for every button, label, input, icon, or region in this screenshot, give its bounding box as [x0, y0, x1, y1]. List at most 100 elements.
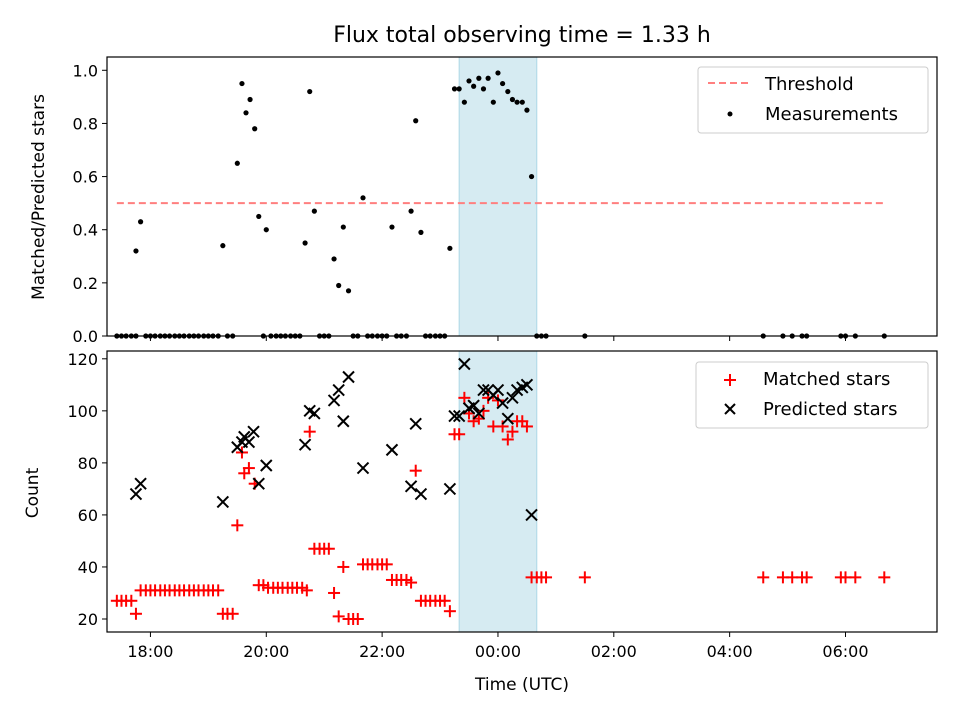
measurement-point [485, 75, 491, 81]
x-axis-label: Time (UTC) [474, 675, 569, 695]
predicted-stars-point [356, 461, 370, 475]
predicted-x-b [216, 495, 230, 509]
predicted-stars-point [506, 391, 519, 405]
predicted-stars-point [337, 415, 350, 428]
top-y-axis-label: Matched/Predicted stars [29, 94, 49, 300]
legend-predicted-label: Predicted stars [763, 399, 897, 420]
predicted-x-b [501, 412, 515, 425]
predicted-x-b [409, 417, 422, 431]
measurement-point [360, 195, 366, 201]
predicted-x-b [452, 409, 466, 423]
measurement-point [408, 208, 414, 214]
matched-stars-point [242, 462, 255, 475]
matched-stars-point [300, 584, 313, 597]
matched-stars-point [458, 391, 471, 404]
top-y-tick-label: 0.0 [73, 327, 98, 346]
bottom-y-tick-label: 100 [67, 402, 98, 421]
predicted-stars-point [327, 394, 341, 407]
matched-stars-point [337, 560, 350, 573]
top-axes-frame [106, 56, 938, 337]
predicted-stars-point [491, 383, 505, 397]
predicted-stars-point [216, 495, 230, 509]
measurement-point [490, 99, 496, 105]
matched-stars-point [405, 576, 418, 589]
matched-stars-point [540, 571, 553, 584]
predicted-x-b [496, 396, 509, 410]
predicted-x-b [520, 378, 534, 392]
measurement-point [137, 219, 144, 225]
predicted-stars-point [467, 399, 480, 412]
matched-stars-point [520, 420, 533, 433]
measurement-point [514, 99, 520, 105]
matched-stars-point [231, 519, 244, 532]
matched-stars-point [303, 425, 316, 438]
measurement-point [307, 88, 313, 95]
predicted-x-b [242, 435, 256, 449]
predicted-stars-point [385, 443, 399, 457]
predicted-stars-point [448, 409, 461, 423]
matched-stars-point [506, 425, 519, 438]
predicted-x-b [252, 477, 265, 490]
measurement-point [461, 99, 467, 105]
predicted-x-b [525, 508, 538, 522]
x-tick-label: 20:00 [243, 642, 289, 661]
matched-stars-point [578, 571, 591, 584]
predicted-x-b [458, 357, 471, 371]
matched-stars-point [351, 612, 364, 625]
bottom-legend: Matched stars Predicted stars [695, 361, 929, 429]
measurement-point [252, 126, 258, 132]
predicted-stars-point [298, 438, 312, 451]
predicted-stars-point [260, 459, 273, 472]
measurement-point [471, 83, 477, 89]
measurement-point [451, 86, 458, 92]
predicted-x-b [448, 409, 461, 423]
measurement-point [220, 243, 226, 249]
x-tick-label: 22:00 [359, 642, 405, 661]
matched-stars-point [800, 571, 813, 584]
predicted-stars-point [520, 378, 534, 392]
x-tick-label: 00:00 [475, 642, 521, 661]
matched-stars-point [212, 584, 225, 597]
bottom-y-tick-label: 80 [78, 454, 98, 473]
predicted-x-b [477, 383, 490, 397]
bottom-panel: 20 40 60 80 100 120 18:00 20:00 22:00 00:00 02:00 0… [67, 350, 938, 661]
measurement-point [234, 160, 240, 166]
predicted-stars-point [452, 409, 466, 423]
predicted-x-b [342, 370, 355, 384]
predicted-stars-point [129, 487, 143, 501]
predicted-x-b [332, 383, 345, 397]
matched-stars-point [477, 404, 490, 417]
predicted-stars-point [477, 383, 490, 397]
legend-measurements-label: Measurements [765, 104, 898, 125]
matched-stars-point [322, 542, 335, 555]
predicted-stars-point [252, 477, 265, 490]
top-y-tick-label: 0.8 [73, 114, 98, 133]
matched-stars-point [409, 464, 422, 477]
measurement-point [389, 224, 395, 230]
matched-stars-point [129, 607, 142, 620]
matched-stars-point [380, 558, 393, 571]
matched-stars-point [849, 571, 862, 584]
matched-stars-point [501, 433, 514, 446]
bottom-y-tick-label: 120 [67, 350, 98, 369]
predicted-x-b [247, 425, 260, 438]
predicted-x-b [129, 487, 143, 501]
top-y-tick-label: 0.2 [73, 274, 98, 293]
predicted-stars-point [501, 412, 515, 425]
predicted-stars-point [443, 482, 457, 496]
top-panel: 0.0 0.2 0.4 0.6 0.8 1.0 [73, 56, 938, 346]
matched-stars-point [226, 607, 239, 620]
bottom-y-axis-label: Count [23, 467, 43, 518]
measurement-point [243, 110, 249, 116]
measurement-point [524, 107, 530, 113]
matched-stars-point [332, 610, 345, 623]
chart-title: Flux total observing time = 1.33 h [333, 23, 711, 48]
predicted-stars-point [404, 480, 418, 493]
measurement-point [413, 118, 419, 124]
predicted-x-b [472, 407, 486, 420]
bottom-legend-box [695, 361, 929, 429]
predicted-stars-point [134, 477, 147, 490]
bottom-y-tick-label: 60 [78, 506, 98, 525]
measurement-point [311, 208, 317, 214]
measurement-point [263, 227, 269, 233]
